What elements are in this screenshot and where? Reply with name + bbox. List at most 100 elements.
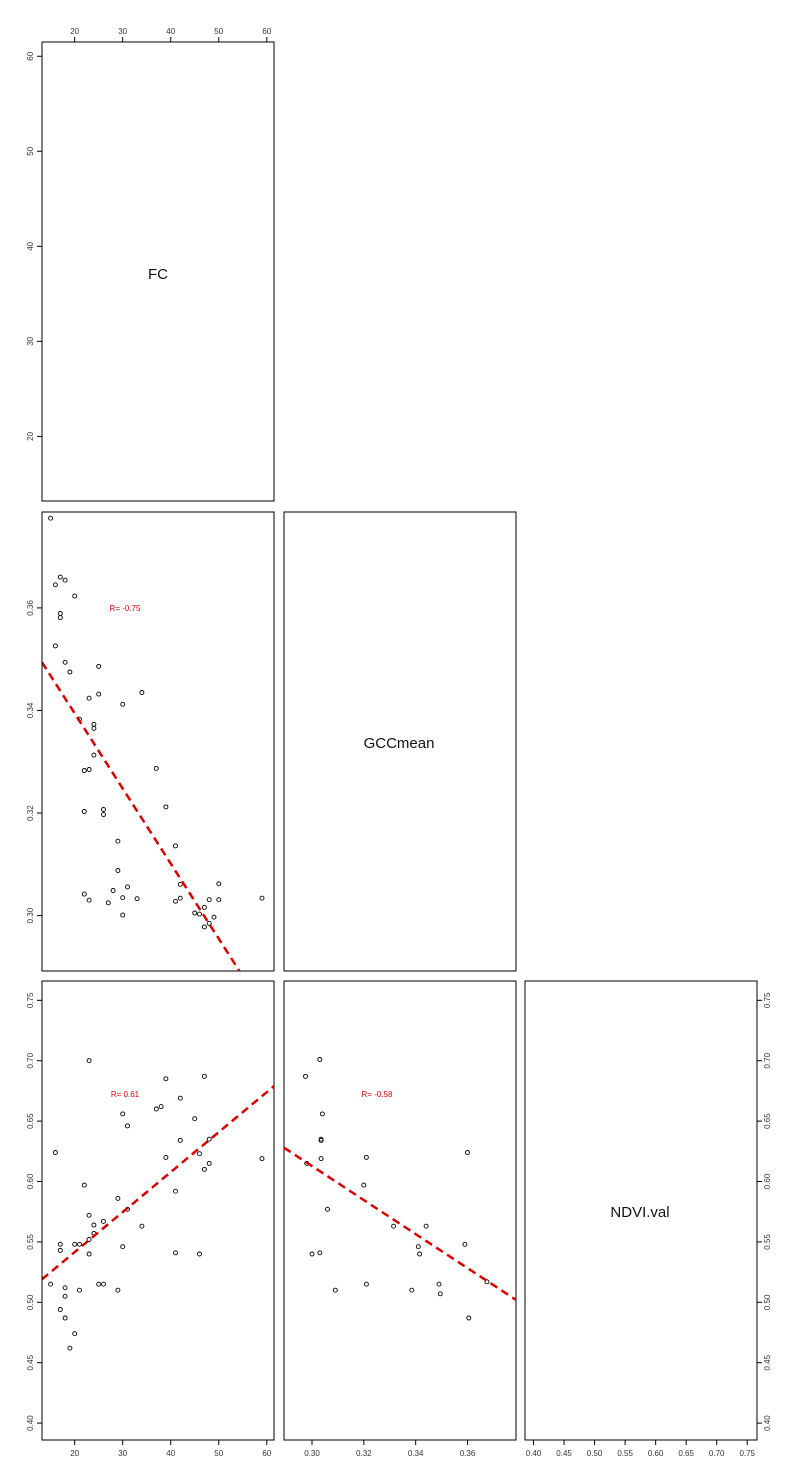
tick-label: 0.36: [460, 1449, 476, 1458]
data-point: [437, 1291, 443, 1297]
variable-label-gccmean: GCCmean: [364, 735, 435, 752]
tick-label: 0.40: [526, 1449, 542, 1458]
data-point: [62, 1293, 68, 1299]
tick-label: 40: [26, 241, 35, 250]
scatter-panel-gccmean-vs-fc: R= -0.75: [41, 511, 275, 972]
data-point: [158, 1104, 164, 1110]
data-point: [120, 1111, 126, 1117]
tick-label: 0.55: [617, 1449, 633, 1458]
data-point: [318, 1137, 324, 1143]
scatter-panel-ndvi-vs-fc: R= 0.61: [41, 980, 275, 1441]
data-point: [101, 1218, 106, 1224]
data-point: [259, 895, 265, 901]
tick-label: 50: [26, 146, 35, 155]
data-point: [163, 804, 169, 810]
tick-label: 0.75: [763, 992, 772, 1008]
data-point: [423, 1223, 429, 1229]
data-point: [139, 690, 145, 695]
data-point: [177, 881, 183, 887]
data-point: [309, 1251, 315, 1257]
data-point: [120, 912, 126, 918]
data-point: [115, 1287, 121, 1293]
data-point: [81, 768, 87, 773]
data-point: [48, 1281, 54, 1287]
data-point: [81, 809, 87, 814]
data-point: [139, 1223, 145, 1229]
data-point: [86, 1237, 92, 1242]
data-point: [153, 1106, 159, 1112]
tick-label: 60: [26, 51, 35, 60]
data-point: [177, 1095, 183, 1101]
data-point: [52, 1150, 58, 1155]
data-point: [101, 1281, 106, 1287]
tick-label: 0.36: [26, 600, 35, 616]
data-point: [177, 1137, 183, 1143]
data-point: [125, 1123, 130, 1129]
data-point: [361, 1182, 367, 1188]
tick-label: 0.65: [26, 1113, 35, 1129]
data-point: [318, 1156, 324, 1162]
correlation-label: R= -0.75: [110, 604, 141, 613]
data-point: [163, 1076, 169, 1082]
tick-label: 0.55: [26, 1234, 35, 1250]
data-point: [77, 1241, 82, 1247]
data-point: [120, 895, 126, 901]
data-point: [86, 695, 92, 701]
tick-label: 30: [118, 1449, 127, 1458]
tick-label: 0.30: [304, 1449, 320, 1458]
data-point: [206, 920, 212, 926]
data-point: [81, 891, 87, 897]
tick-label: 40: [166, 1449, 175, 1458]
data-point: [173, 843, 178, 849]
data-point: [201, 924, 207, 930]
data-point: [86, 767, 92, 772]
data-point: [415, 1244, 421, 1250]
data-point: [462, 1241, 468, 1247]
data-point: [91, 721, 97, 727]
data-point: [86, 1212, 92, 1218]
tick-label: 0.65: [678, 1449, 694, 1458]
data-point: [436, 1281, 442, 1287]
data-point: [72, 1331, 78, 1337]
left-axis-gccmean: 0.30 0.32 0.34 0.36: [26, 600, 43, 923]
data-point: [173, 1188, 178, 1194]
data-point: [67, 669, 73, 675]
data-point: [206, 897, 212, 903]
bottom-axis-fc: 20 30 40 50 60: [70, 1439, 272, 1458]
data-point: [52, 643, 58, 649]
panel-frame: [41, 980, 275, 1441]
data-point: [484, 1279, 490, 1285]
data-point: [115, 838, 121, 844]
data-point: [206, 1136, 212, 1142]
data-point: [391, 1223, 397, 1229]
data-point: [115, 1195, 121, 1201]
tick-label: 0.32: [26, 805, 35, 821]
data-point: [197, 1151, 202, 1157]
data-point: [201, 1073, 207, 1079]
data-point: [57, 615, 63, 621]
data-point: [197, 1251, 202, 1257]
data-point: [96, 663, 102, 669]
data-point: [72, 593, 78, 599]
left-axis-fc: 20 30 40 50 60: [26, 51, 43, 441]
data-point: [86, 1251, 92, 1257]
data-point: [62, 1315, 68, 1321]
tick-label: 30: [118, 27, 127, 36]
tick-label: 0.50: [587, 1449, 603, 1458]
tick-label: 60: [262, 1449, 271, 1458]
data-point: [101, 807, 106, 812]
variable-label-fc: FC: [148, 266, 168, 283]
tick-label: 0.75: [739, 1449, 755, 1458]
tick-label: 0.65: [763, 1113, 772, 1129]
tick-label: 0.75: [26, 992, 35, 1008]
data-point: [57, 574, 63, 580]
data-point: [466, 1315, 472, 1321]
diag-panel-gccmean: GCCmean: [283, 511, 517, 972]
tick-label: 0.70: [709, 1449, 725, 1458]
data-point: [417, 1251, 423, 1257]
data-point: [465, 1150, 470, 1155]
data-point: [125, 884, 130, 890]
data-point: [325, 1206, 330, 1212]
data-point: [105, 900, 111, 906]
tick-label: 20: [26, 431, 35, 440]
